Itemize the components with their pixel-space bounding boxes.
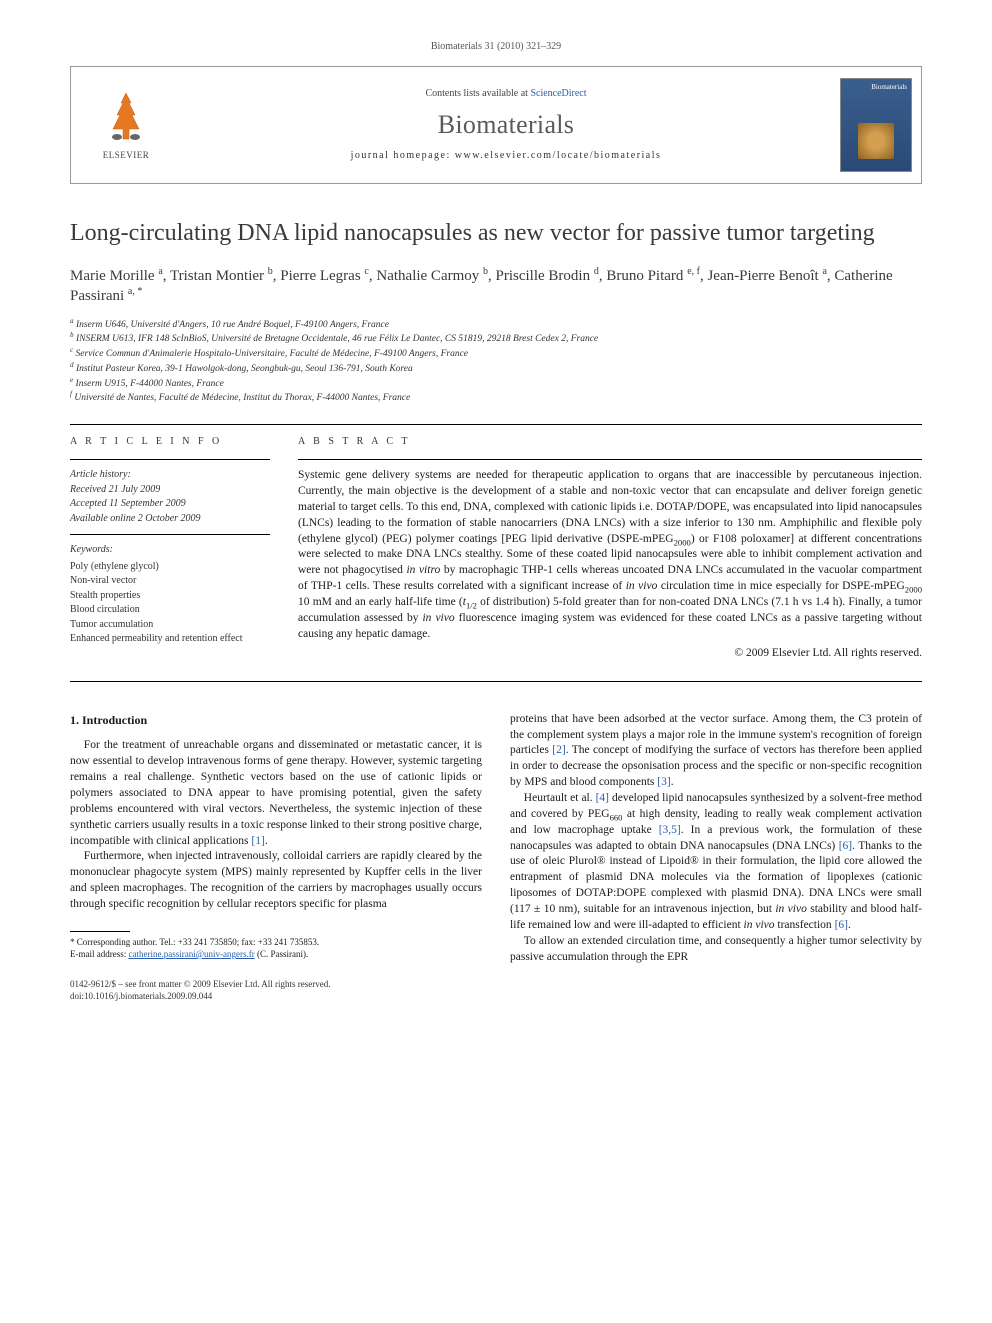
keywords-block: Keywords: Poly (ethylene glycol)Non-vira…: [70, 543, 270, 647]
body-paragraph: Furthermore, when injected intravenously…: [70, 849, 482, 912]
affiliation-line: d Institut Pasteur Korea, 39-1 Hawolgok-…: [70, 363, 922, 377]
affiliation-line: e Inserm U915, F-44000 Nantes, France: [70, 378, 922, 392]
body-paragraph: proteins that have been adsorbed at the …: [510, 712, 922, 791]
homepage-label: journal homepage:: [351, 150, 455, 161]
section-heading-intro: 1. Introduction: [70, 712, 482, 729]
rule-bottom: [70, 681, 922, 682]
info-rule-2: [70, 534, 270, 535]
contents-available-line: Contents lists available at ScienceDirec…: [425, 87, 586, 101]
body-two-column: 1. Introduction For the treatment of unr…: [70, 712, 922, 1003]
cover-thumb-title: Biomaterials: [871, 83, 907, 93]
authors-list: Marie Morille a, Tristan Montier b, Pier…: [70, 266, 922, 307]
journal-page: Biomaterials 31 (2010) 321–329 ELSEVIER …: [0, 0, 992, 1032]
body-column-left: 1. Introduction For the treatment of unr…: [70, 712, 482, 1003]
email-label: E-mail address:: [70, 949, 128, 959]
history-label: Article history:: [70, 468, 270, 483]
footer-doi-line: doi:10.1016/j.biomaterials.2009.09.044: [70, 990, 482, 1002]
article-info-heading: A R T I C L E I N F O: [70, 435, 270, 449]
cover-thumb-block: Biomaterials: [831, 67, 921, 183]
info-abstract-row: A R T I C L E I N F O Article history: R…: [70, 435, 922, 661]
footer-issn-line: 0142-9612/$ – see front matter © 2009 El…: [70, 978, 482, 990]
footnote-rule: [70, 931, 130, 932]
keyword-item: Blood circulation: [70, 603, 270, 618]
abstract-rule: [298, 459, 922, 460]
running-head: Biomaterials 31 (2010) 321–329: [70, 40, 922, 54]
affiliations-list: a Inserm U646, Université d'Angers, 10 r…: [70, 319, 922, 407]
abstract-heading: A B S T R A C T: [298, 435, 922, 449]
contents-prefix: Contents lists available at: [425, 88, 530, 99]
article-info-column: A R T I C L E I N F O Article history: R…: [70, 435, 270, 661]
keyword-item: Tumor accumulation: [70, 618, 270, 633]
abstract-column: A B S T R A C T Systemic gene delivery s…: [298, 435, 922, 661]
keyword-item: Non-viral vector: [70, 574, 270, 589]
info-rule-1: [70, 459, 270, 460]
affiliation-line: b INSERM U613, IFR 148 ScInBioS, Univers…: [70, 333, 922, 347]
email-suffix: (C. Passirani).: [255, 949, 309, 959]
article-title: Long-circulating DNA lipid nanocapsules …: [70, 218, 922, 248]
article-history-block: Article history: Received 21 July 2009 A…: [70, 468, 270, 526]
history-received: Received 21 July 2009: [70, 483, 270, 498]
body-paragraph: For the treatment of unreachable organs …: [70, 738, 482, 849]
journal-name: Biomaterials: [438, 107, 574, 143]
corresponding-line: * Corresponding author. Tel.: +33 241 73…: [70, 936, 482, 948]
email-link[interactable]: catherine.passirani@univ-angers.fr: [128, 949, 254, 959]
publisher-label: ELSEVIER: [103, 149, 150, 162]
cover-thumb-image: [858, 123, 894, 159]
abstract-text: Systemic gene delivery systems are neede…: [298, 468, 922, 642]
masthead-center: Contents lists available at ScienceDirec…: [181, 67, 831, 183]
masthead: ELSEVIER Contents lists available at Sci…: [70, 66, 922, 184]
journal-homepage-line: journal homepage: www.elsevier.com/locat…: [351, 149, 662, 163]
email-line: E-mail address: catherine.passirani@univ…: [70, 948, 482, 960]
body-paragraph: Heurtault et al. [4] developed lipid nan…: [510, 791, 922, 934]
affiliation-line: a Inserm U646, Université d'Angers, 10 r…: [70, 319, 922, 333]
abstract-copyright: © 2009 Elsevier Ltd. All rights reserved…: [298, 645, 922, 661]
history-accepted: Accepted 11 September 2009: [70, 497, 270, 512]
keywords-label: Keywords:: [70, 543, 270, 558]
footer-block: 0142-9612/$ – see front matter © 2009 El…: [70, 978, 482, 1002]
corresponding-author-footnote: * Corresponding author. Tel.: +33 241 73…: [70, 936, 482, 960]
history-online: Available online 2 October 2009: [70, 512, 270, 527]
keyword-item: Poly (ethylene glycol): [70, 560, 270, 575]
affiliation-line: f Université de Nantes, Faculté de Médec…: [70, 392, 922, 406]
sciencedirect-link[interactable]: ScienceDirect: [530, 88, 586, 99]
body-column-right: proteins that have been adsorbed at the …: [510, 712, 922, 1003]
homepage-url: www.elsevier.com/locate/biomaterials: [455, 150, 662, 161]
publisher-block: ELSEVIER: [71, 67, 181, 183]
rule-top: [70, 424, 922, 425]
keyword-item: Stealth properties: [70, 589, 270, 604]
elsevier-tree-icon: [101, 89, 151, 145]
keyword-item: Enhanced permeability and retention effe…: [70, 632, 270, 647]
journal-cover-thumbnail: Biomaterials: [840, 78, 912, 172]
affiliation-line: c Service Commun d'Animalerie Hospitalo-…: [70, 348, 922, 362]
body-paragraph: To allow an extended circulation time, a…: [510, 934, 922, 966]
